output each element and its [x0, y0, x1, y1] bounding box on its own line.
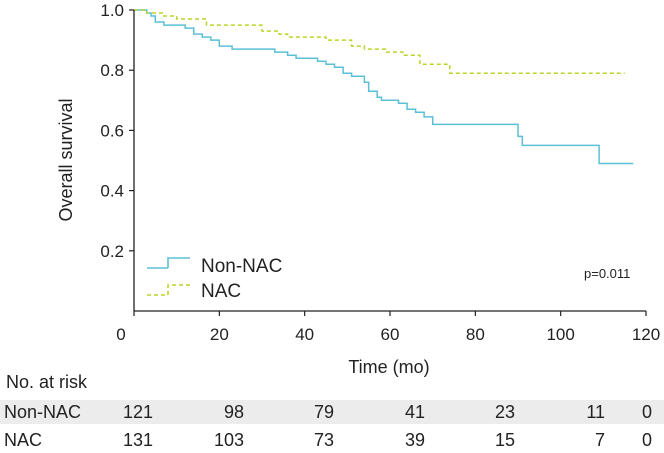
p-value-annotation: p=0.011	[584, 266, 630, 281]
risk-row-nac: NAC 131 103 73 39 15 7 0	[0, 428, 664, 452]
risk-count: 0	[641, 402, 652, 422]
x-tick-label: 40	[295, 325, 314, 344]
x-tick-label: 80	[466, 325, 485, 344]
risk-row-non-nac: Non-NAC 121 98 79 41 23 11 0	[0, 400, 664, 424]
risk-count: 41	[404, 402, 425, 422]
risk-count: 23	[494, 402, 515, 422]
y-tick-label: 0.6	[100, 121, 124, 140]
y-tick-label: 0.2	[100, 242, 124, 261]
risk-row-label: Non-NAC	[4, 402, 82, 422]
x-tick-label: 100	[546, 325, 574, 344]
risk-count: 73	[313, 430, 334, 450]
legend: Non-NAC NAC	[147, 256, 282, 302]
risk-count: 79	[313, 402, 334, 422]
y-axis-label: Overall survival	[56, 98, 76, 221]
risk-count: 121	[122, 402, 153, 422]
legend-swatch-non-nac-step	[167, 257, 190, 268]
risk-count: 98	[223, 402, 244, 422]
legend-label-non-nac: Non-NAC	[201, 256, 282, 277]
y-tick-label: 0.4	[100, 182, 124, 201]
series-line-non-nac	[134, 9, 634, 165]
x-tick-label: 0	[116, 325, 125, 344]
risk-table-title: No. at risk	[6, 372, 88, 392]
legend-label-nac: NAC	[201, 281, 241, 302]
risk-count: 103	[213, 430, 244, 450]
y-tick-label: 0.8	[100, 61, 124, 80]
series-line-nac	[134, 9, 625, 74]
risk-count: 15	[494, 430, 515, 450]
risk-count: 0	[641, 430, 652, 450]
risk-count: 39	[404, 430, 425, 450]
x-axis-label: Time (mo)	[348, 357, 429, 377]
risk-count: 131	[122, 430, 153, 450]
risk-count: 11	[586, 402, 605, 422]
x-tick-label: 120	[632, 325, 660, 344]
legend-swatch-nac	[147, 284, 190, 296]
x-tick-label: 20	[210, 325, 229, 344]
x-tick-label: 60	[381, 325, 400, 344]
y-tick-label: 1.0	[100, 1, 124, 20]
risk-row-label: NAC	[4, 430, 43, 450]
risk-count: 7	[594, 430, 605, 450]
